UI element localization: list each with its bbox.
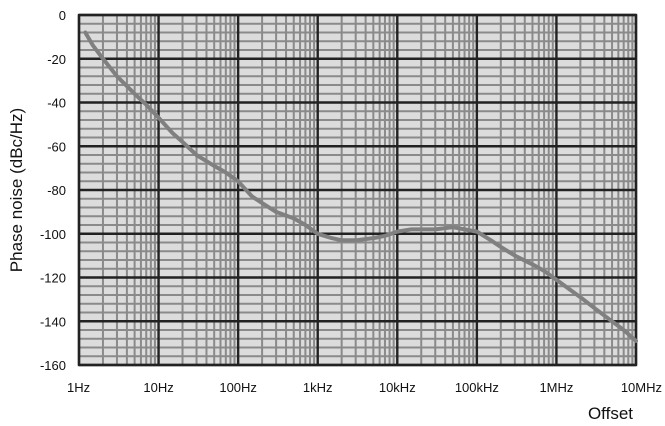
y-tick-label: -60 <box>47 139 66 154</box>
x-tick-label: 10Hz <box>143 380 173 395</box>
x-tick-label: 1MHz <box>539 380 573 395</box>
x-tick-label: 10MHz <box>621 380 662 395</box>
y-tick-label: -140 <box>40 314 66 329</box>
tick-labels: 1Hz 10Hz 100Hz 1kHz 10kHz 100kHz 1MHz 10MHz 0 -20… <box>40 8 662 395</box>
x-tick-label: 100Hz <box>219 380 257 395</box>
x-tick-label: 10kHz <box>379 380 416 395</box>
y-tick-label: -40 <box>47 96 66 111</box>
x-tick-label: 100kHz <box>455 380 499 395</box>
y-tick-label: -20 <box>47 52 66 67</box>
x-axis-title: Offset <box>588 404 633 423</box>
x-tick-label: 1Hz <box>67 380 90 395</box>
y-tick-label: -120 <box>40 271 66 286</box>
plot-frame <box>77 13 638 367</box>
y-tick-label: -160 <box>40 358 66 373</box>
y-tick-label: -100 <box>40 227 66 242</box>
y-tick-label: 0 <box>59 8 66 23</box>
y-tick-label: -80 <box>47 183 66 198</box>
series-line <box>83 30 638 343</box>
x-tick-label: 1kHz <box>303 380 333 395</box>
series-layer <box>83 30 638 343</box>
major-gridlines <box>77 13 638 367</box>
y-axis-title: Phase noise (dBc/Hz) <box>7 108 26 272</box>
